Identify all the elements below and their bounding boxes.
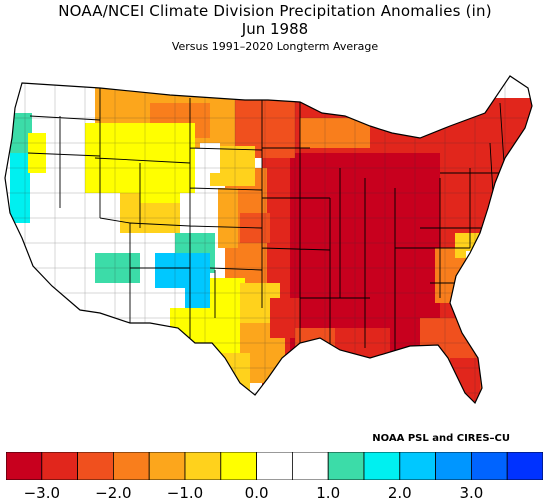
us-precipitation-map <box>4 75 533 404</box>
colorbar-bin <box>77 452 114 480</box>
colorbar-bins <box>6 452 543 480</box>
colorbar-bin <box>363 452 401 480</box>
colorbar-bin <box>506 452 543 480</box>
colorbar-bin <box>41 452 78 480</box>
colorbar-bin <box>470 452 508 480</box>
colorbar-tick-label: −2.0 <box>95 484 132 502</box>
map-subtitle: Jun 1988 <box>241 20 309 38</box>
colorbar-bin <box>291 452 329 480</box>
colorbar <box>6 452 543 480</box>
colorbar-bin <box>148 452 186 480</box>
credit-label: NOAA PSL and CIRES–CU <box>372 433 510 444</box>
colorbar-bin <box>256 452 293 480</box>
colorbar-bin <box>184 452 222 480</box>
colorbar-tick-label: 1.0 <box>316 484 341 502</box>
colorbar-bin <box>327 452 365 480</box>
colorbar-tick-label: −3.0 <box>23 484 61 502</box>
colorbar-tick-label: −1.0 <box>166 484 204 502</box>
state-boundaries <box>27 88 520 353</box>
colorbar-bin <box>113 452 150 480</box>
colorbar-bin <box>399 452 436 480</box>
colorbar-bin <box>220 452 258 480</box>
baseline-note: Versus 1991–2020 Longterm Average <box>171 40 379 53</box>
map-title: NOAA/NCEI Climate Division Precipitation… <box>58 2 492 20</box>
colorbar-bin <box>435 452 472 480</box>
colorbar-tick-label: 3.0 <box>459 484 484 502</box>
colorbar-tick-label: 2.0 <box>387 484 412 502</box>
colorbar-bin <box>6 452 43 480</box>
colorbar-ticks: −3.0 −2.0 −1.0 0.0 1.0 2.0 3.0 <box>0 484 550 504</box>
colorbar-tick-label: 0.0 <box>244 484 269 502</box>
